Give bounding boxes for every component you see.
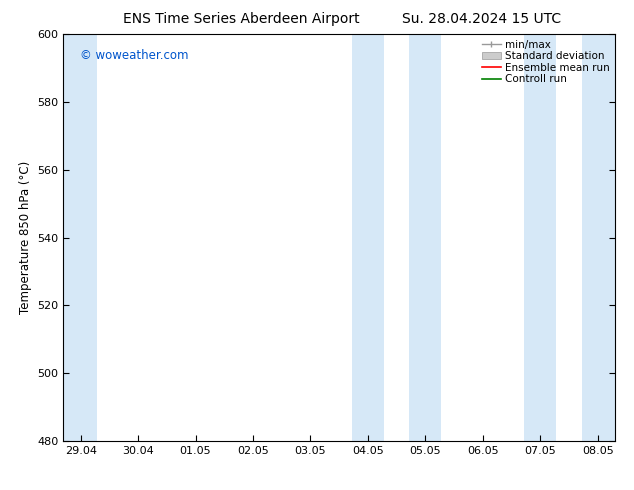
Bar	[581, 34, 615, 441]
Bar	[524, 34, 557, 441]
Bar	[352, 34, 384, 441]
Legend: min/max, Standard deviation, Ensemble mean run, Controll run: min/max, Standard deviation, Ensemble me…	[482, 40, 610, 84]
Text: ENS Time Series Aberdeen Airport: ENS Time Series Aberdeen Airport	[122, 12, 359, 26]
Bar	[410, 34, 441, 441]
Text: Su. 28.04.2024 15 UTC: Su. 28.04.2024 15 UTC	[403, 12, 561, 26]
Y-axis label: Temperature 850 hPa (°C): Temperature 850 hPa (°C)	[19, 161, 32, 314]
Bar	[63, 34, 97, 441]
Text: © woweather.com: © woweather.com	[80, 49, 188, 62]
